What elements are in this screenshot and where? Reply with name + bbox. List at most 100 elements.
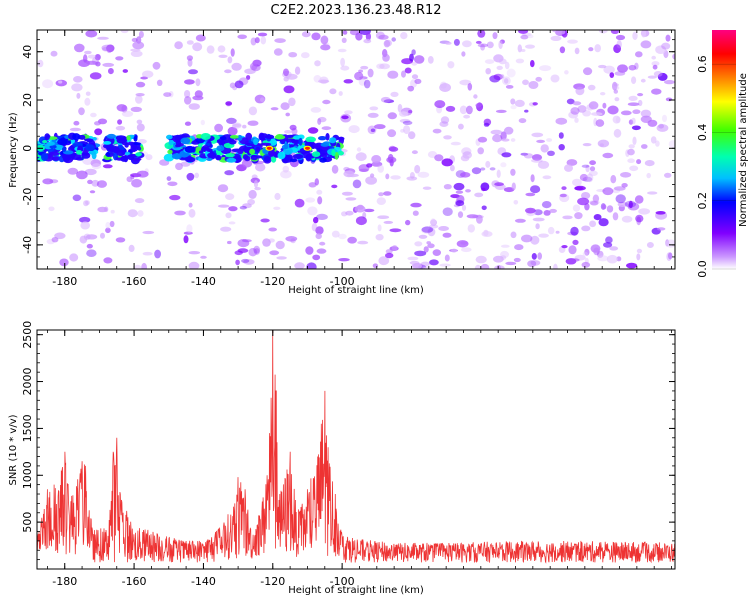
spectrogram-cell [598, 218, 609, 227]
spectrogram-cell [407, 85, 415, 92]
spectrogram-cell [84, 138, 94, 142]
spectrogram-cell [567, 39, 578, 44]
spectrogram-cell [337, 48, 347, 53]
spectrogram-cell [85, 200, 90, 206]
spectrogram-cell [518, 30, 529, 34]
spectrogram-cell [555, 230, 560, 234]
spectrogram-cell [367, 112, 379, 118]
spectrogram-cell [79, 216, 91, 223]
spectrogram-cell [79, 235, 88, 244]
spectrogram-cell [579, 173, 589, 182]
spectrogram-cell [194, 172, 199, 179]
spectrogram-cell [530, 174, 535, 183]
spectrogram-cell [465, 189, 471, 193]
spectrogram-cell [313, 75, 322, 83]
spectrogram-cell [473, 94, 478, 99]
spectrogram-cell [42, 178, 54, 185]
spectrogram-cell [644, 160, 655, 167]
spectrogram-cell [74, 43, 85, 53]
spectrogram-cell [319, 241, 326, 246]
spectrogram-cell [612, 212, 619, 221]
spectrogram-cell [48, 151, 60, 156]
spectrogram-cell [225, 101, 233, 106]
spectrogram-cell [440, 116, 450, 124]
spectrogram-cell [653, 71, 663, 77]
spectrogram-cell [349, 30, 360, 36]
spectrogram-cell [636, 253, 641, 261]
spectrogram-cell [438, 226, 449, 231]
spectrogram-cell [307, 206, 318, 216]
spectrogram-cell [188, 202, 193, 208]
spectrogram-cell [102, 62, 115, 67]
spectrogram-cell [610, 30, 620, 34]
spectrogram-cell [354, 71, 364, 81]
spectrogram-cell [530, 185, 541, 194]
spectrogram-cell [46, 141, 55, 146]
spectrogram-cell [94, 128, 103, 136]
spectrogram-cell [137, 210, 144, 217]
spectrogram-cell [69, 127, 81, 132]
spectrogram-cell [230, 48, 235, 57]
spectrogram-cell [115, 56, 124, 61]
spectrogram-cell [316, 189, 323, 195]
spectrogram-cell [522, 79, 529, 86]
spectrogram-cell [69, 253, 79, 262]
spectrogram-panel: -180 -160 -140 -120 -100 -40 -20 0 20 40 Height … [8, 29, 676, 296]
spectrogram-cell [274, 192, 281, 201]
spectrogram-cell [136, 170, 149, 178]
spectrogram-cell [441, 158, 453, 167]
spectrogram-cell [559, 30, 566, 35]
spectrogram-cell [585, 164, 590, 173]
spectrogram-cell [566, 159, 578, 166]
spectrogram-cell [84, 50, 92, 55]
y-tick-label: 1500 [21, 414, 34, 442]
spectrogram-cell [602, 204, 607, 210]
spectrogram-cell [581, 225, 591, 232]
spectrogram-cell [269, 250, 280, 256]
spectrogram-cell [471, 167, 482, 175]
spectrogram-cell [531, 158, 543, 163]
spectrogram-cell [647, 191, 658, 195]
spectrogram-cell [331, 230, 340, 238]
spectrogram-cell [76, 170, 88, 180]
spectrogram-cell [378, 256, 390, 266]
spectrogram-cell [136, 119, 143, 125]
spectrogram-cell [260, 36, 267, 45]
spectrogram-cell [634, 62, 639, 70]
spectrogram-cell [430, 218, 437, 226]
spectrogram-cell [620, 172, 632, 178]
spectrogram-cell [582, 143, 592, 147]
spectrogram-cell [603, 65, 615, 74]
spectrogram-cell [588, 170, 598, 177]
spectrogram-cell [354, 205, 366, 213]
spectrogram-cell [142, 70, 154, 78]
y-tick-label: 2500 [21, 321, 34, 349]
spectrogram-cell [651, 61, 660, 67]
spectrogram-cell [664, 172, 672, 178]
spectrogram-cell [647, 119, 658, 127]
spectrogram-cell [103, 143, 114, 149]
spectrogram-cell [142, 230, 155, 235]
spectrogram-cell [225, 193, 235, 201]
spectrogram-cell [474, 264, 482, 269]
spectrogram-cell [200, 255, 207, 259]
spectrogram-cell [51, 237, 59, 243]
spectrogram-cell [500, 244, 510, 248]
y-tick-label: 0 [21, 145, 34, 152]
spectrogram-cell [432, 128, 442, 134]
spectrogram-cell [502, 76, 511, 86]
spectrogram-cell [86, 243, 93, 249]
spectrogram-cell [224, 170, 235, 176]
spectrogram-cell [371, 155, 382, 164]
spectrogram-cell [634, 195, 644, 204]
spectrogram-cell [635, 51, 643, 58]
spectrogram-cell [135, 152, 143, 157]
spectrogram-cell [367, 68, 374, 78]
spectrogram-y-label: Frequency (Hz) [8, 112, 19, 188]
spectrogram-cell [520, 152, 529, 156]
spectrogram-cell [461, 247, 472, 253]
spectrogram-cell [227, 56, 233, 64]
spectrogram-cell [518, 118, 527, 124]
spectrogram-cell [546, 138, 553, 142]
spectrogram-cell [543, 210, 551, 216]
